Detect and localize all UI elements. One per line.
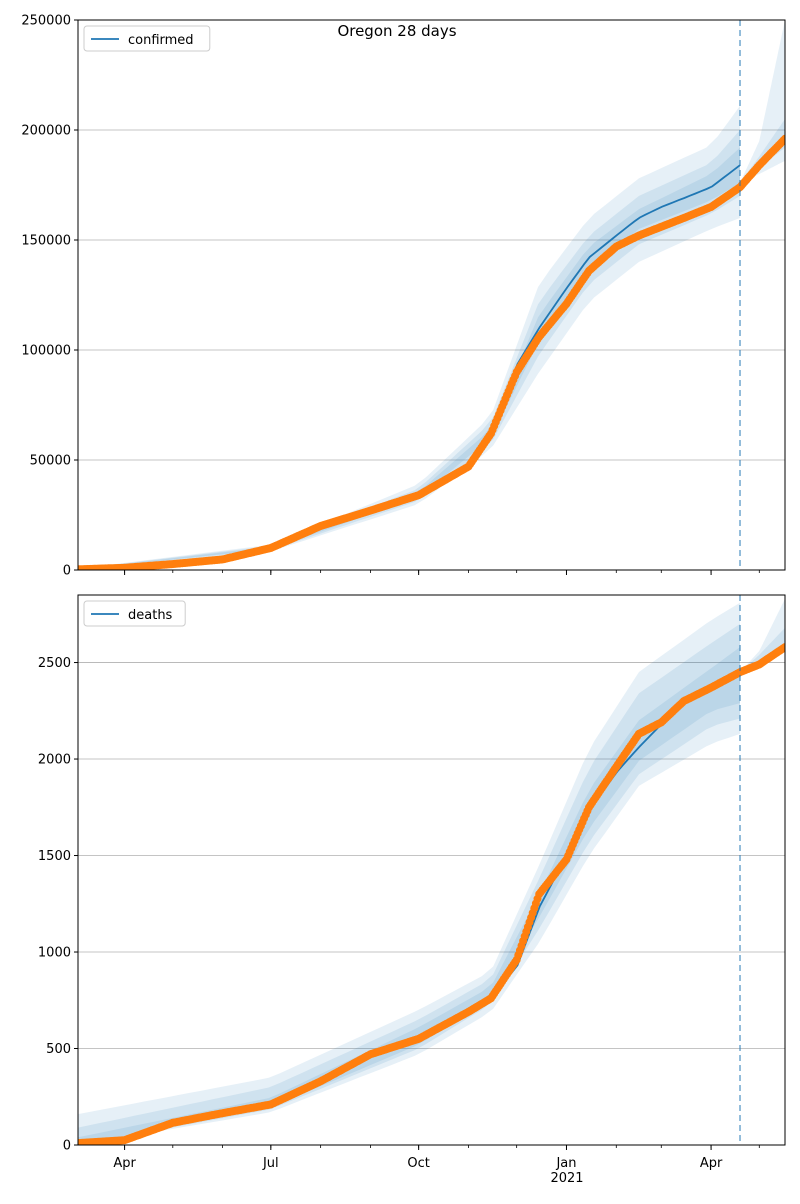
uncertainty-band-middle bbox=[78, 623, 740, 1145]
legend-box bbox=[83, 600, 186, 627]
y-tick-label: 1000 bbox=[38, 946, 71, 961]
y-tick-label: 100000 bbox=[21, 344, 71, 359]
legend-label: deaths bbox=[128, 608, 173, 623]
x-tick-label: Apr bbox=[113, 1156, 136, 1171]
x-tick-label: Jan bbox=[555, 1156, 576, 1171]
observed-point bbox=[781, 643, 785, 652]
y-tick-label: 150000 bbox=[21, 234, 71, 249]
figure-title: Oregon 28 days bbox=[337, 22, 456, 40]
x-tick-label: Oct bbox=[407, 1156, 429, 1171]
y-tick-label: 2000 bbox=[38, 753, 71, 768]
x-tick-label: Jul bbox=[262, 1156, 279, 1171]
forecast-band-outer bbox=[740, 20, 785, 183]
uncertainty-band-outer bbox=[78, 602, 740, 1145]
y-tick-label: 1500 bbox=[38, 849, 71, 864]
y-tick-label: 2500 bbox=[38, 656, 71, 671]
y-tick-label: 0 bbox=[63, 1139, 71, 1154]
y-tick-label: 200000 bbox=[21, 124, 71, 139]
legend-box bbox=[83, 25, 211, 52]
x-year-label: 2021 bbox=[550, 1171, 583, 1186]
legend-label: confirmed bbox=[128, 33, 194, 48]
y-tick-label: 50000 bbox=[30, 454, 71, 469]
uncertainty-band-inner bbox=[78, 647, 740, 1145]
model-line bbox=[78, 673, 741, 1144]
axes-frame bbox=[77, 594, 786, 1146]
observed-point bbox=[781, 134, 785, 143]
y-tick-label: 500 bbox=[46, 1042, 71, 1057]
y-tick-label: 0 bbox=[63, 564, 71, 579]
axes-frame bbox=[77, 19, 786, 571]
x-tick-label: Apr bbox=[700, 1156, 723, 1171]
y-tick-label: 250000 bbox=[21, 14, 71, 29]
